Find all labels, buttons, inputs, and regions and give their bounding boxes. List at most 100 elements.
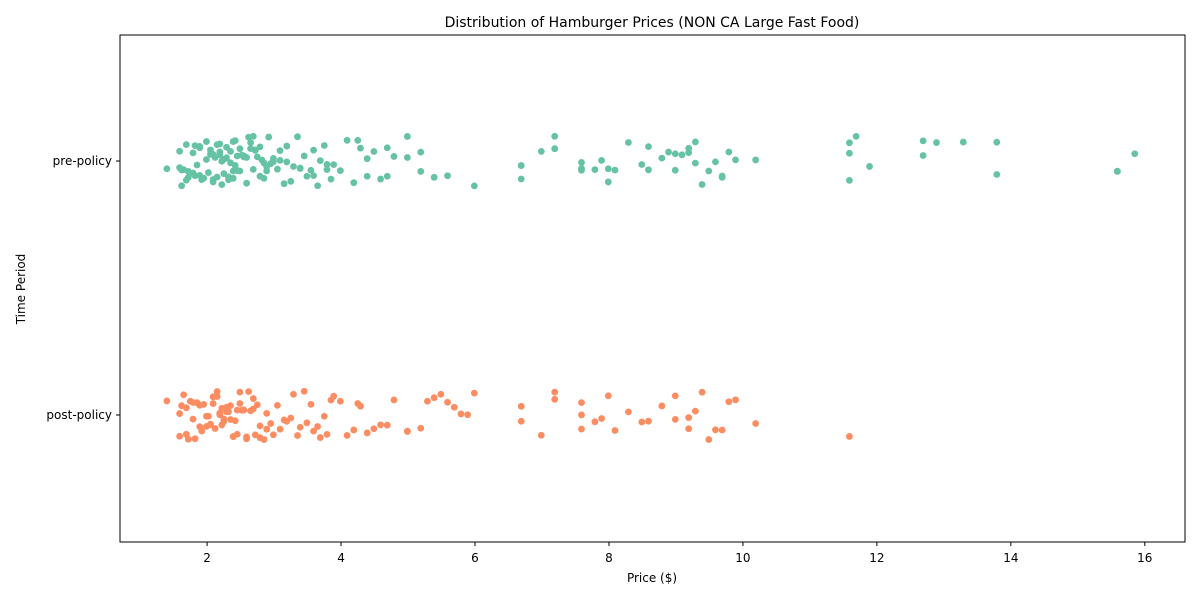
data-point-post-policy bbox=[718, 426, 726, 434]
data-point-post-policy bbox=[390, 396, 398, 404]
data-point-post-policy bbox=[437, 390, 445, 398]
data-point-pre-policy bbox=[314, 182, 321, 190]
data-point-pre-policy bbox=[919, 152, 927, 159]
data-point-post-policy bbox=[578, 399, 585, 407]
data-point-pre-policy bbox=[417, 168, 425, 175]
data-point-pre-policy bbox=[578, 166, 585, 174]
data-point-pre-policy bbox=[403, 154, 411, 161]
data-point-pre-policy bbox=[732, 156, 739, 164]
data-point-post-policy bbox=[403, 427, 411, 435]
data-point-pre-policy bbox=[260, 175, 268, 182]
data-point-pre-policy bbox=[203, 138, 210, 145]
data-point-pre-policy bbox=[691, 159, 699, 167]
data-point-post-policy bbox=[470, 389, 478, 397]
data-point-post-policy bbox=[243, 435, 250, 443]
data-point-pre-policy bbox=[390, 153, 398, 160]
data-point-pre-policy bbox=[671, 150, 679, 158]
data-point-post-policy bbox=[323, 430, 331, 438]
data-point-pre-policy bbox=[718, 172, 726, 180]
data-point-post-policy bbox=[276, 425, 284, 433]
data-point-pre-policy bbox=[249, 132, 257, 140]
data-point-post-policy bbox=[267, 420, 275, 427]
data-point-post-policy bbox=[537, 431, 545, 439]
data-point-pre-policy bbox=[249, 165, 257, 173]
data-point-post-policy bbox=[236, 388, 244, 396]
data-point-pre-policy bbox=[959, 138, 967, 146]
data-point-pre-policy bbox=[223, 154, 230, 162]
data-point-post-policy bbox=[611, 427, 619, 434]
data-point-pre-policy bbox=[330, 161, 338, 169]
data-point-post-policy bbox=[176, 432, 184, 440]
x-axis: 2 4 6 8 10 12 14 16 bbox=[203, 542, 1152, 565]
data-point-pre-policy bbox=[712, 158, 719, 166]
data-point-pre-policy bbox=[591, 166, 599, 173]
data-point-post-policy bbox=[457, 410, 465, 418]
data-point-pre-policy bbox=[182, 141, 190, 149]
data-point-pre-policy bbox=[205, 169, 212, 176]
data-point-post-policy bbox=[591, 418, 599, 426]
data-point-pre-policy bbox=[705, 167, 713, 175]
data-point-post-policy bbox=[417, 424, 425, 432]
data-point-pre-policy bbox=[310, 172, 317, 180]
data-point-pre-policy bbox=[236, 145, 244, 153]
data-point-pre-policy bbox=[933, 139, 940, 146]
data-point-pre-policy bbox=[354, 136, 362, 144]
data-point-pre-policy bbox=[846, 149, 853, 157]
data-point-pre-policy bbox=[236, 167, 244, 175]
data-point-pre-policy bbox=[645, 143, 652, 151]
data-point-post-policy bbox=[233, 430, 241, 438]
data-point-post-policy bbox=[450, 403, 458, 411]
data-point-post-policy bbox=[336, 397, 344, 405]
data-point-post-policy bbox=[578, 411, 585, 419]
data-point-post-policy bbox=[604, 392, 612, 400]
data-point-post-policy bbox=[249, 395, 257, 402]
data-point-post-policy bbox=[424, 397, 431, 405]
data-point-pre-policy bbox=[196, 143, 204, 150]
data-point-pre-policy bbox=[218, 181, 226, 189]
data-point-post-policy bbox=[294, 432, 301, 439]
data-point-pre-policy bbox=[852, 132, 860, 140]
data-point-pre-policy bbox=[846, 176, 853, 184]
data-point-pre-policy bbox=[383, 172, 391, 180]
data-point-post-policy bbox=[685, 425, 693, 433]
data-point-post-policy bbox=[256, 422, 264, 430]
data-point-post-policy bbox=[444, 398, 451, 406]
data-point-post-policy bbox=[330, 392, 338, 400]
data-point-pre-policy bbox=[993, 138, 1001, 146]
data-point-pre-policy bbox=[229, 174, 237, 182]
data-point-pre-policy bbox=[604, 178, 612, 186]
x-tick-label: 16 bbox=[1137, 551, 1152, 565]
data-point-pre-policy bbox=[350, 179, 358, 187]
data-point-post-policy bbox=[240, 406, 248, 414]
data-point-post-policy bbox=[290, 390, 297, 398]
y-axis-label: Time Period bbox=[14, 254, 28, 326]
data-point-pre-policy bbox=[216, 151, 224, 159]
data-point-pre-policy bbox=[276, 157, 284, 164]
x-tick-label: 4 bbox=[337, 551, 345, 565]
data-point-post-policy bbox=[725, 398, 733, 406]
plot-area bbox=[163, 132, 1139, 443]
data-point-post-policy bbox=[517, 417, 525, 425]
data-point-pre-policy bbox=[993, 171, 1001, 178]
data-point-post-policy bbox=[213, 388, 221, 395]
data-point-post-policy bbox=[671, 392, 679, 400]
data-point-pre-policy bbox=[578, 159, 585, 166]
data-point-post-policy bbox=[198, 427, 206, 435]
data-point-post-policy bbox=[705, 436, 713, 443]
x-tick-label: 6 bbox=[471, 551, 479, 565]
data-point-pre-policy bbox=[184, 173, 192, 181]
data-point-pre-policy bbox=[665, 148, 672, 156]
data-point-pre-policy bbox=[363, 172, 371, 180]
data-point-post-policy bbox=[363, 429, 371, 437]
data-point-pre-policy bbox=[296, 165, 304, 172]
data-point-post-policy bbox=[624, 408, 632, 416]
data-point-post-policy bbox=[551, 395, 559, 403]
data-point-post-policy bbox=[263, 409, 271, 417]
data-point-pre-policy bbox=[213, 173, 221, 181]
data-point-post-policy bbox=[383, 421, 391, 429]
x-tick-label: 8 bbox=[605, 551, 613, 565]
data-point-pre-policy bbox=[444, 172, 451, 180]
data-point-pre-policy bbox=[611, 166, 619, 174]
